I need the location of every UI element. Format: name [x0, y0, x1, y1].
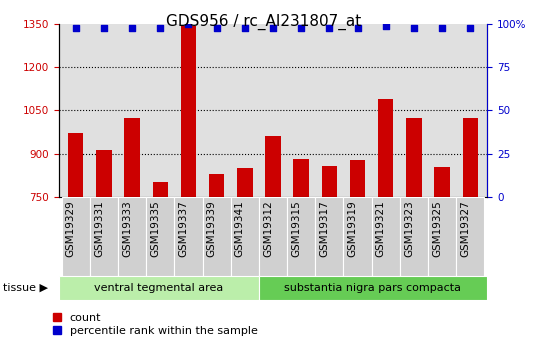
Text: GSM19341: GSM19341 [235, 201, 245, 257]
Text: ventral tegmental area: ventral tegmental area [94, 283, 223, 293]
Point [212, 25, 221, 30]
Bar [124, 118, 140, 197]
Bar [181, 26, 196, 197]
Point [325, 25, 334, 30]
Point [156, 25, 165, 30]
Bar [435, 167, 450, 197]
Bar [237, 168, 253, 197]
Text: GSM19317: GSM19317 [319, 201, 329, 257]
Bar [152, 182, 168, 197]
Point [409, 25, 418, 30]
Bar [406, 118, 422, 197]
Text: GSM19327: GSM19327 [460, 201, 470, 257]
Point [437, 25, 446, 30]
Bar [62, 197, 90, 276]
Point [184, 21, 193, 27]
Text: GSM19325: GSM19325 [432, 201, 442, 257]
Bar [265, 136, 281, 197]
Text: GSM19321: GSM19321 [376, 201, 386, 257]
Bar [203, 197, 231, 276]
Point [71, 25, 80, 30]
Text: GSM19315: GSM19315 [291, 201, 301, 257]
Bar [259, 197, 287, 276]
Point [100, 25, 109, 30]
Text: GSM19333: GSM19333 [122, 201, 132, 257]
Point [240, 25, 249, 30]
Point [381, 23, 390, 29]
Bar [59, 276, 259, 300]
Bar [463, 118, 478, 197]
Bar [456, 197, 484, 276]
Text: GSM19312: GSM19312 [263, 201, 273, 257]
Text: GSM19335: GSM19335 [150, 201, 160, 257]
Text: GSM19329: GSM19329 [66, 201, 76, 257]
Bar [209, 174, 225, 197]
Bar [372, 197, 400, 276]
Text: GSM19337: GSM19337 [179, 201, 189, 257]
Point [297, 25, 306, 30]
Text: GSM19323: GSM19323 [404, 201, 414, 257]
Bar [343, 197, 372, 276]
Text: substantia nigra pars compacta: substantia nigra pars compacta [284, 283, 461, 293]
Point [353, 25, 362, 30]
Text: GSM19331: GSM19331 [94, 201, 104, 257]
Bar [293, 159, 309, 197]
Bar [378, 99, 394, 197]
Bar [287, 197, 315, 276]
Text: GSM19339: GSM19339 [207, 201, 217, 257]
Bar [68, 134, 83, 197]
Bar [118, 197, 146, 276]
Text: GSM19319: GSM19319 [348, 201, 357, 257]
Bar [90, 197, 118, 276]
Legend: count, percentile rank within the sample: count, percentile rank within the sample [53, 313, 258, 336]
Bar [315, 197, 343, 276]
Bar [231, 197, 259, 276]
Bar [321, 167, 337, 197]
Bar [146, 197, 174, 276]
Point [466, 25, 475, 30]
Text: GDS956 / rc_AI231807_at: GDS956 / rc_AI231807_at [166, 14, 361, 30]
Point [128, 25, 137, 30]
Text: tissue ▶: tissue ▶ [3, 283, 48, 293]
Bar [96, 150, 111, 197]
Bar [428, 197, 456, 276]
Bar [350, 160, 365, 197]
Point [268, 25, 277, 30]
Bar [174, 197, 203, 276]
Bar [400, 197, 428, 276]
Bar [259, 276, 487, 300]
